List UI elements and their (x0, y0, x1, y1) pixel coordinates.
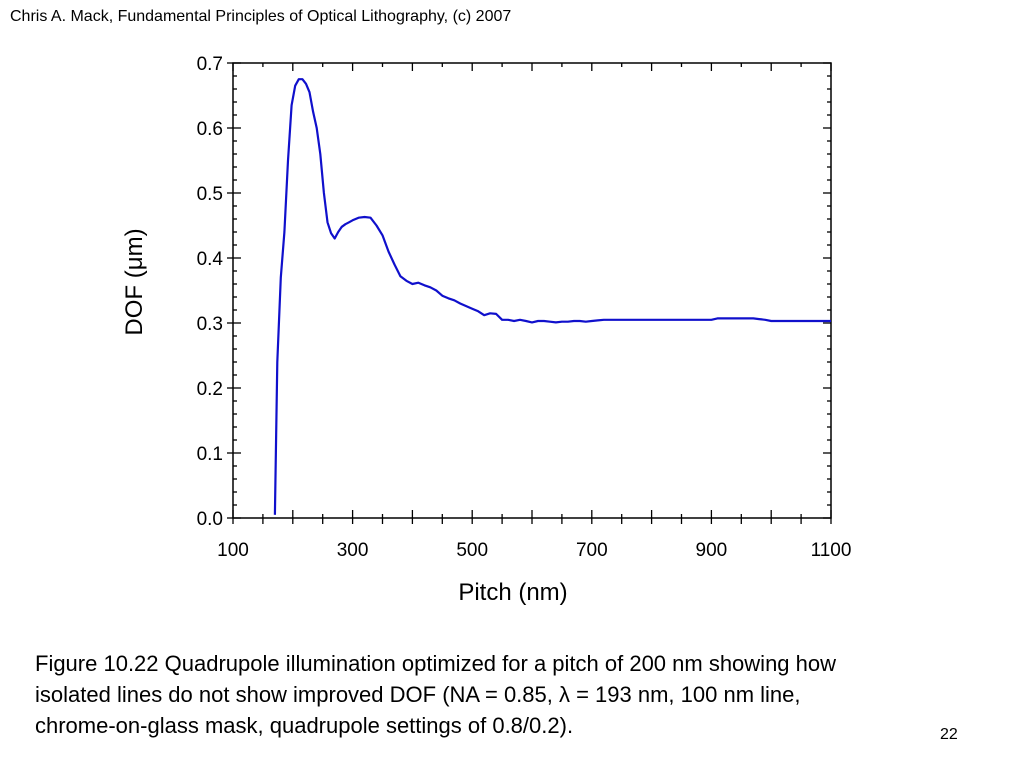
dof-vs-pitch-chart: 0.0 0.1 0.2 0.3 0.4 0.5 0.6 0.7 100 300 500 700 900 1… (121, 54, 852, 606)
x-tick-label: 500 (456, 540, 488, 561)
y-tick-label: 0.2 (197, 379, 223, 400)
y-tick-label: 0.3 (197, 314, 223, 335)
caption-line: isolated lines do not show improved DOF … (35, 682, 801, 707)
x-axis-label: Pitch (nm) (458, 579, 567, 606)
y-tick-label: 0.7 (197, 54, 223, 75)
caption-line: Figure 10.22 Quadrupole illumination opt… (35, 651, 837, 676)
x-tick-label: 100 (217, 540, 249, 561)
caption-line: chrome-on-glass mask, quadrupole setting… (35, 713, 574, 738)
y-tick-label: 0.0 (197, 509, 223, 530)
page-number: 22 (940, 726, 958, 743)
y-tick-label: 0.6 (197, 119, 223, 140)
dof-curve (273, 78, 831, 515)
plot-frame (232, 62, 832, 519)
x-tick-label: 1100 (811, 540, 852, 561)
y-tick-label: 0.1 (197, 444, 223, 465)
y-axis-label: DOF (μm) (121, 228, 148, 335)
y-tick-label: 0.5 (197, 184, 223, 205)
slide-header: Chris A. Mack, Fundamental Principles of… (10, 8, 512, 25)
figure-caption: Figure 10.22 Quadrupole illumination opt… (35, 648, 995, 741)
x-tick-label: 300 (337, 540, 369, 561)
y-tick-label: 0.4 (197, 249, 224, 270)
axis-ticks (227, 62, 832, 524)
x-tick-label: 900 (696, 540, 728, 561)
x-tick-label: 700 (576, 540, 608, 561)
tick-labels: 0.0 0.1 0.2 0.3 0.4 0.5 0.6 0.7 100 300 500 700 900 1… (197, 54, 852, 561)
